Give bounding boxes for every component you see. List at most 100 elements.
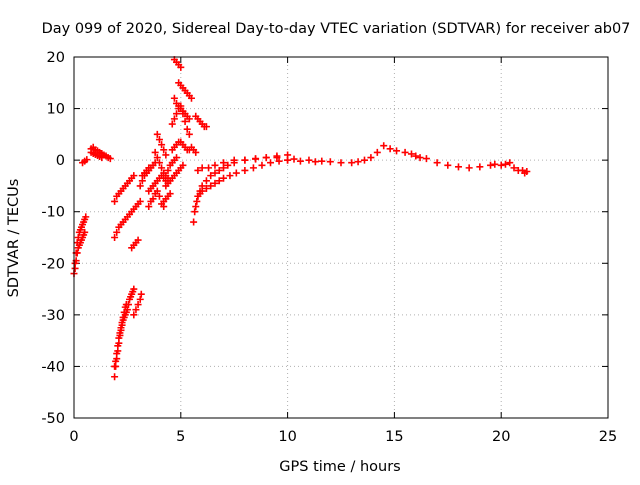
data-point-marker: [220, 159, 228, 167]
data-point-marker: [118, 319, 126, 327]
data-point-marker: [136, 182, 144, 190]
data-point-marker: [416, 154, 424, 162]
data-point-marker: [367, 154, 375, 162]
data-point-marker: [145, 203, 153, 211]
y-tick-label: 20: [47, 50, 65, 66]
data-point-marker: [412, 152, 420, 160]
data-point-marker: [311, 158, 319, 166]
data-point-marker: [134, 236, 142, 244]
plot-frame: [73, 56, 609, 419]
data-point-marker: [192, 203, 200, 211]
data-point-marker: [111, 197, 119, 205]
data-point-marker: [177, 63, 185, 71]
data-point-marker: [117, 324, 125, 332]
y-tick-label: -20: [41, 256, 65, 272]
data-point-marker: [454, 163, 462, 171]
data-point-marker: [185, 115, 193, 123]
x-tick-label: 5: [176, 429, 185, 445]
data-point-marker: [98, 154, 106, 162]
data-point-marker: [465, 164, 473, 172]
data-point-marker: [82, 213, 90, 221]
data-point-marker: [224, 161, 232, 169]
data-point-marker: [113, 228, 121, 236]
data-point-marker: [267, 159, 275, 167]
data-point-marker: [249, 164, 257, 172]
x-tick-label: 10: [278, 429, 296, 445]
data-point-marker: [215, 166, 223, 174]
data-point-marker: [386, 145, 394, 153]
data-point-marker: [354, 158, 362, 166]
data-point-marker: [258, 161, 266, 169]
data-point-marker: [190, 218, 198, 226]
y-tick-label: -30: [41, 308, 65, 324]
data-point-marker: [202, 123, 210, 131]
data-point-marker: [155, 159, 163, 167]
data-point-marker: [433, 159, 441, 167]
data-point-marker: [120, 308, 128, 316]
data-point-marker: [111, 373, 119, 381]
data-point-marker: [181, 117, 189, 125]
data-point-marker: [115, 334, 123, 342]
data-point-marker: [360, 156, 368, 164]
data-point-marker: [318, 157, 326, 165]
data-point-marker: [497, 161, 505, 169]
x-axis-label: GPS time / hours: [279, 459, 400, 475]
data-point-marker: [444, 161, 452, 169]
data-point-marker: [401, 148, 409, 156]
data-point-marker: [348, 159, 356, 167]
data-point-marker: [158, 164, 166, 172]
data-point-marker: [111, 234, 119, 241]
data-point-marker: [252, 155, 260, 163]
data-point-marker: [137, 290, 145, 298]
data-point-marker: [183, 125, 191, 133]
data-point-marker: [241, 166, 249, 174]
data-point-marker: [134, 301, 142, 309]
data-point-marker: [106, 155, 114, 163]
data-point-marker: [523, 167, 531, 175]
y-tick-label: 0: [56, 153, 65, 169]
data-point-marker: [373, 148, 381, 156]
x-tick-label: 0: [69, 429, 78, 445]
data-point-marker: [241, 156, 249, 164]
data-point-marker: [111, 362, 119, 370]
data-point-marker: [168, 120, 176, 128]
data-point-marker: [487, 161, 495, 169]
data-point-marker: [207, 172, 215, 180]
data-point-marker: [73, 249, 81, 257]
data-point-marker: [160, 146, 168, 154]
data-point-marker: [506, 159, 514, 167]
data-point-marker: [170, 115, 178, 123]
data-point-marker: [130, 311, 138, 319]
data-point-marker: [155, 136, 163, 144]
data-point-marker: [284, 156, 292, 164]
data-point-marker: [296, 157, 304, 165]
data-point-marker: [262, 154, 270, 162]
data-point-marker: [114, 342, 122, 350]
x-tick-label: 25: [599, 429, 617, 445]
data-point-marker: [198, 164, 206, 172]
data-point-marker: [380, 142, 388, 150]
tick-labels: 0 5 10 15 20 25 -50 -40 -30 -20 -10 0 10 20: [41, 50, 617, 445]
data-point-marker: [476, 163, 484, 171]
data-point-marker: [155, 192, 163, 200]
data-point-marker: [501, 160, 509, 168]
data-point-marker: [158, 141, 166, 149]
data-point-marker: [113, 350, 121, 358]
y-tick-label: -40: [41, 359, 65, 375]
data-point-marker: [192, 148, 200, 156]
data-point-marker: [71, 264, 79, 272]
data-point-marker: [119, 313, 127, 321]
data-point-marker: [193, 197, 201, 205]
data-point-marker: [207, 182, 215, 190]
x-tick-label: 20: [492, 429, 510, 445]
y-tick-label: -50: [41, 411, 65, 427]
data-point-marker: [162, 172, 170, 180]
data-point-marker: [230, 156, 238, 164]
data-point-marker: [226, 172, 234, 180]
data-point-marker: [187, 94, 195, 102]
x-tick-label: 15: [385, 429, 403, 445]
data-point-marker: [149, 195, 157, 203]
data-point-marker: [164, 166, 172, 174]
